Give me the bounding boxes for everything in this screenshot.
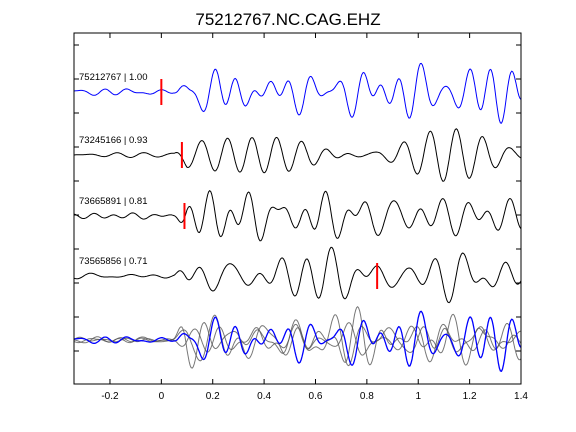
trace-group	[73, 62, 522, 372]
trace-label-73665891: 73665891 | 0.81	[79, 196, 148, 207]
x-tick-label: 0	[159, 391, 165, 402]
x-tick-label: 1.4	[514, 391, 528, 402]
trace-label-75212767: 75212767 | 1.00	[79, 72, 148, 83]
stack-overlay-line-73565856	[73, 305, 522, 369]
axis-group: -0.2 0 0.2 0.4 0.6 0.8 1 1.2 1.4	[74, 33, 528, 402]
trace-line-73245166	[73, 128, 522, 182]
x-tick-label: 1.2	[463, 391, 477, 402]
x-tick-label: 0.6	[309, 391, 323, 402]
x-tick-label: 1	[415, 391, 421, 402]
trace-label-group: 75212767 | 1.00 73245166 | 0.93 73665891 |…	[79, 72, 148, 267]
trace-line-73565856	[73, 246, 522, 304]
x-tick-label: 0.4	[257, 391, 271, 402]
x-tick-label: -0.2	[101, 391, 119, 402]
trace-label-73245166: 73245166 | 0.93	[79, 135, 148, 146]
stack-reference-line	[73, 310, 522, 372]
pick-marker-group	[160, 79, 379, 289]
trace-line-75212767	[73, 62, 522, 124]
chart-title: 75212767.NC.CAG.EHZ	[195, 10, 380, 29]
trace-label-73565856: 73565856 | 0.71	[79, 256, 148, 267]
stack-overlay-line-73665891	[73, 322, 522, 356]
x-tick-label: 0.2	[206, 391, 220, 402]
trace-line-73665891	[73, 190, 522, 242]
plot-frame	[73, 32, 522, 385]
x-tick-label: 0.8	[360, 391, 374, 402]
